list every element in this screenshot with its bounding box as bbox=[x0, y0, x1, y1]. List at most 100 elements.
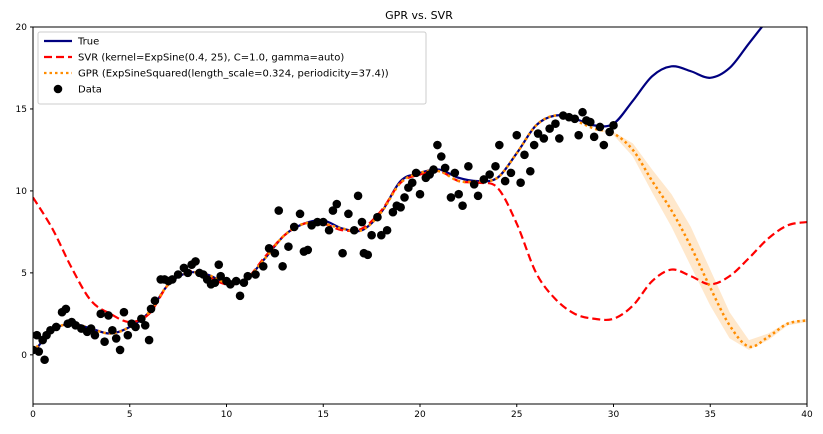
data-point bbox=[433, 140, 442, 150]
data-point bbox=[324, 225, 334, 235]
data-point bbox=[150, 296, 160, 306]
legend-label: GPR (ExpSineSquared(length_scale=0.324, … bbox=[78, 69, 389, 80]
x-tick-label: 35 bbox=[705, 410, 716, 420]
x-tick-label: 30 bbox=[608, 410, 620, 420]
data-point bbox=[137, 314, 146, 324]
data-point bbox=[469, 180, 479, 189]
data-point bbox=[90, 330, 100, 340]
data-point bbox=[289, 222, 299, 232]
data-point bbox=[349, 225, 359, 235]
data-point bbox=[500, 176, 510, 186]
data-point bbox=[146, 304, 156, 314]
data-point bbox=[539, 134, 549, 143]
y-tick-label: 5 bbox=[21, 269, 27, 279]
data-point bbox=[585, 117, 595, 127]
data-point bbox=[516, 178, 525, 188]
x-tick-label: 10 bbox=[221, 410, 233, 420]
data-point bbox=[485, 170, 494, 179]
data-point bbox=[595, 122, 605, 132]
data-point bbox=[599, 140, 609, 150]
chart-title: GPR vs. SVR bbox=[385, 9, 453, 22]
data-point bbox=[495, 140, 504, 150]
data-point bbox=[51, 322, 61, 332]
data-point bbox=[303, 245, 313, 255]
data-point bbox=[473, 191, 483, 201]
data-point bbox=[251, 270, 260, 279]
data-point bbox=[446, 193, 456, 202]
x-tick-label: 0 bbox=[30, 410, 36, 420]
gpr-confidence-band bbox=[33, 115, 807, 352]
data-point bbox=[458, 201, 467, 210]
data-point bbox=[415, 189, 425, 199]
data-point bbox=[396, 203, 405, 212]
data-point bbox=[123, 330, 133, 340]
y-axis: 0 5 10 15 20 bbox=[16, 23, 33, 361]
data-point bbox=[605, 127, 614, 137]
data-point bbox=[589, 132, 599, 142]
data-point bbox=[373, 212, 382, 222]
data-point bbox=[400, 193, 409, 202]
data-point bbox=[464, 162, 473, 171]
y-tick-label: 20 bbox=[16, 23, 28, 33]
data-point bbox=[512, 130, 522, 140]
data-point bbox=[440, 163, 450, 173]
data-point bbox=[243, 271, 253, 281]
data-point bbox=[353, 191, 363, 201]
legend-marker-data bbox=[53, 84, 63, 94]
data-point bbox=[168, 275, 177, 284]
data-point bbox=[191, 257, 200, 266]
gpr-line bbox=[33, 114, 807, 353]
data-point bbox=[529, 140, 539, 150]
data-point bbox=[173, 270, 183, 279]
data-point bbox=[131, 322, 140, 332]
data-point bbox=[274, 206, 284, 215]
y-tick-label: 10 bbox=[16, 187, 28, 197]
data-point bbox=[34, 347, 44, 356]
legend-label: True bbox=[77, 37, 99, 48]
data-point bbox=[231, 276, 241, 286]
data-point bbox=[377, 230, 386, 240]
data-point bbox=[332, 199, 342, 209]
data-point bbox=[491, 162, 500, 171]
data-point bbox=[258, 262, 268, 271]
data-point bbox=[450, 168, 460, 178]
data-point bbox=[338, 248, 347, 258]
data-point bbox=[382, 225, 392, 235]
legend-box bbox=[37, 31, 427, 105]
data-point bbox=[100, 337, 109, 347]
data-point bbox=[454, 189, 464, 199]
plot-area bbox=[33, 27, 807, 365]
data-point bbox=[119, 307, 129, 317]
data-point bbox=[140, 321, 150, 330]
data-point bbox=[533, 129, 543, 138]
data-point bbox=[33, 330, 42, 340]
data-point bbox=[609, 121, 618, 130]
data-point bbox=[264, 243, 274, 253]
data-point bbox=[574, 130, 583, 140]
confidence-band-layer bbox=[33, 115, 807, 352]
data-point bbox=[578, 107, 587, 117]
data-point bbox=[115, 345, 125, 355]
data-point bbox=[183, 268, 193, 278]
x-axis: 0 5 10 15 20 25 30 35 40 bbox=[30, 404, 813, 420]
data-point bbox=[357, 217, 367, 227]
data-point bbox=[104, 311, 113, 320]
data-point bbox=[479, 175, 489, 184]
x-tick-label: 20 bbox=[414, 410, 426, 420]
data-point bbox=[363, 250, 373, 260]
data-point bbox=[214, 260, 224, 269]
data-points-layer bbox=[33, 107, 618, 365]
y-tick-label: 0 bbox=[21, 351, 27, 361]
data-point bbox=[40, 355, 49, 365]
data-point bbox=[61, 304, 71, 314]
data-point bbox=[216, 271, 225, 281]
data-point bbox=[555, 134, 564, 143]
data-point bbox=[551, 119, 560, 129]
x-tick-label: 40 bbox=[801, 410, 813, 420]
data-point bbox=[520, 150, 529, 160]
data-point bbox=[525, 166, 535, 176]
data-point bbox=[388, 207, 398, 217]
data-point bbox=[545, 124, 554, 133]
data-point bbox=[407, 178, 417, 188]
legend-label: Data bbox=[78, 85, 102, 96]
